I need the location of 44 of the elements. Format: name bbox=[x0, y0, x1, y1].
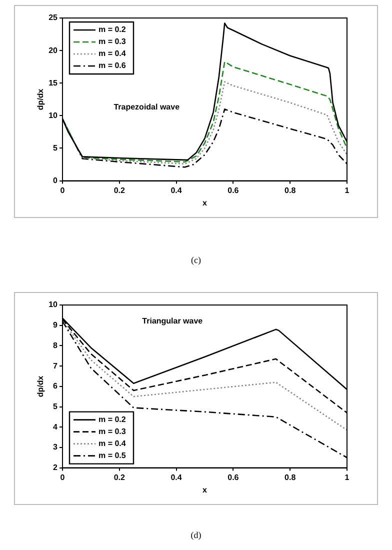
x-tick-label: 0.4 bbox=[170, 472, 182, 482]
y-tick-label: 15 bbox=[48, 78, 58, 88]
y-tick-label: 25 bbox=[48, 13, 58, 22]
y-tick-label: 8 bbox=[53, 340, 58, 350]
line-series bbox=[62, 60, 347, 163]
legend-label: m = 0.2 bbox=[98, 25, 126, 34]
annotation: Trapezoidal wave bbox=[114, 102, 180, 112]
x-axis-title: x bbox=[202, 485, 208, 494]
legend-label: m = 0.3 bbox=[98, 427, 126, 436]
legend-label: m = 0.4 bbox=[98, 439, 126, 448]
y-tick-label: 6 bbox=[53, 382, 58, 391]
y-tick-label: 20 bbox=[48, 46, 58, 55]
legend-label: m = 0.5 bbox=[98, 451, 126, 460]
y-axis-title: dp/dx bbox=[36, 375, 46, 398]
y-tick-label: 10 bbox=[48, 110, 58, 120]
annotation: Triangular wave bbox=[142, 316, 204, 326]
x-tick-label: 0.2 bbox=[114, 186, 126, 195]
x-tick-label: 0.6 bbox=[228, 472, 240, 482]
legend-label: m = 0.4 bbox=[98, 49, 126, 58]
x-tick-label: 0.2 bbox=[114, 472, 126, 482]
x-tick-label: 0.8 bbox=[284, 186, 296, 195]
y-tick-label: 0 bbox=[53, 176, 58, 186]
y-tick-label: 3 bbox=[53, 442, 58, 452]
y-axis-title: dp/dx bbox=[36, 88, 46, 110]
text: (d) bbox=[190, 530, 202, 540]
x-tick-label: 0.8 bbox=[284, 472, 296, 482]
y-tick-label: 7 bbox=[53, 361, 58, 370]
x-tick-label: 1 bbox=[344, 186, 350, 195]
x-tick-label: 0.4 bbox=[170, 186, 182, 195]
x-axis-title: x bbox=[202, 198, 208, 208]
legend-label: m = 0.3 bbox=[98, 37, 126, 46]
legend-label: m = 0.2 bbox=[98, 415, 126, 424]
y-tick-label: 2 bbox=[53, 463, 58, 472]
x-tick-label: 1 bbox=[344, 472, 350, 482]
x-tick-label: 0 bbox=[60, 472, 66, 482]
y-tick-label: 4 bbox=[53, 422, 58, 432]
y-tick-label: 5 bbox=[53, 143, 58, 152]
y-tick-label: 5 bbox=[53, 402, 58, 411]
y-tick-label: 10 bbox=[48, 300, 58, 310]
legend-label: m = 0.6 bbox=[98, 61, 126, 70]
x-tick-label: 0.6 bbox=[228, 186, 240, 195]
x-tick-label: 0 bbox=[60, 186, 66, 195]
y-tick-label: 9 bbox=[53, 320, 58, 330]
text: (c) bbox=[190, 255, 202, 265]
